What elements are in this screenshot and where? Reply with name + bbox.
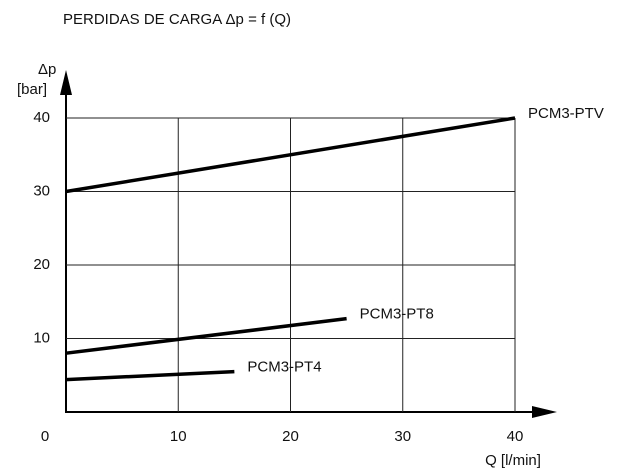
series-line	[65, 316, 347, 355]
series-line	[65, 369, 235, 382]
x-tick-label: 10	[170, 428, 187, 445]
x-tick-label: 0	[41, 428, 49, 445]
y-axis-label: [bar]	[17, 81, 47, 98]
y-axis-label: Δp	[38, 61, 56, 78]
x-tick-label: 20	[282, 428, 299, 445]
series-label: PCM3-PT4	[247, 359, 321, 376]
chart-title: PERDIDAS DE CARGA Δp = f (Q)	[63, 11, 291, 28]
series-line	[65, 116, 516, 194]
x-axis-arrow	[532, 406, 557, 418]
y-axis-arrow	[60, 70, 72, 95]
series-label: PCM3-PT8	[360, 306, 434, 323]
x-tick-label: 30	[394, 428, 411, 445]
x-axis-label: Q [l/min]	[485, 452, 541, 469]
x-tick-label: 40	[507, 428, 524, 445]
y-tick-label: 30	[33, 182, 50, 199]
y-tick-label: 40	[33, 109, 50, 126]
y-tick-label: 10	[33, 329, 50, 346]
series-label: PCM3-PTV	[528, 105, 604, 122]
y-tick-label: 20	[33, 256, 50, 273]
